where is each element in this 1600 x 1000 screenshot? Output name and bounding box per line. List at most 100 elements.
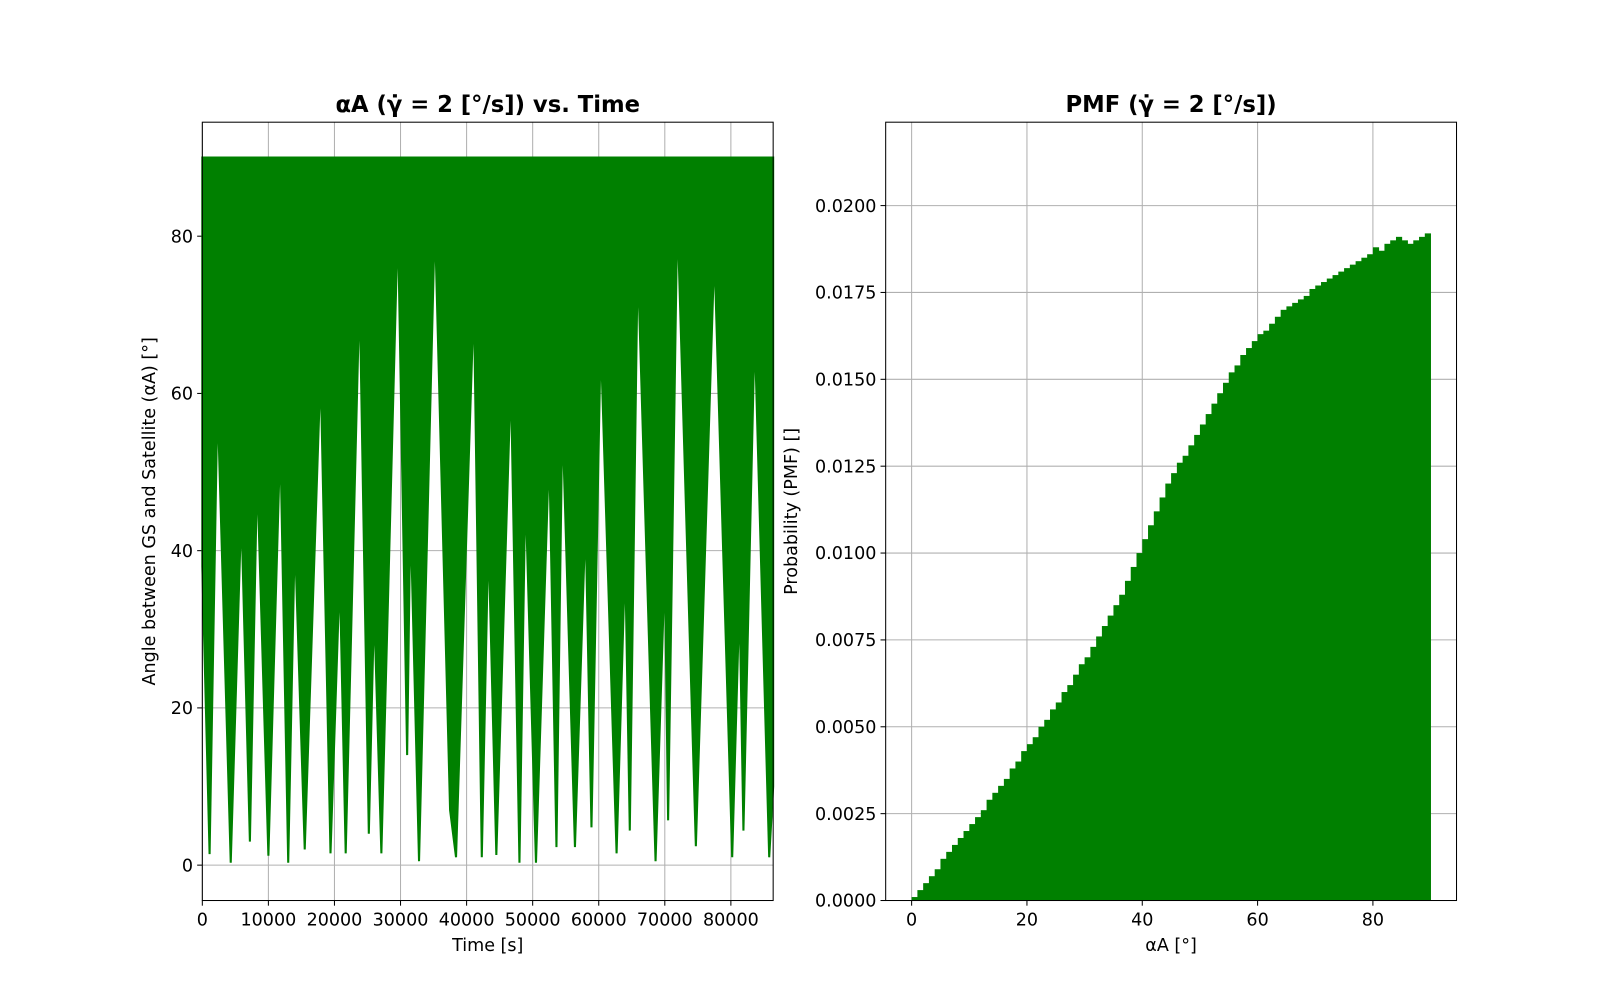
bar <box>1349 264 1357 901</box>
bar <box>1384 243 1391 901</box>
bar <box>1338 271 1345 901</box>
bar <box>923 883 930 901</box>
bar <box>1407 243 1414 901</box>
bar <box>1113 605 1120 901</box>
x-axis-label: αA [°] <box>1145 936 1197 956</box>
bar <box>1021 751 1028 901</box>
bar <box>928 876 936 901</box>
bar <box>1107 615 1114 901</box>
x-tick-label: 10000 <box>241 910 297 930</box>
plot-area <box>201 156 775 863</box>
bar <box>998 785 1005 901</box>
bar <box>1217 393 1224 901</box>
bar <box>1263 330 1270 901</box>
bar <box>1182 455 1189 901</box>
y-tick-label: 0.0075 <box>815 631 876 651</box>
bar <box>1171 473 1178 901</box>
y-tick-label: 0 <box>182 856 193 876</box>
bar <box>1026 744 1034 901</box>
bar <box>1211 403 1218 901</box>
bar <box>1413 240 1420 901</box>
chart-title: PMF (γ̇ = 2 [°/s]) <box>1066 92 1277 118</box>
bar <box>1194 434 1201 901</box>
bar <box>1234 365 1241 901</box>
y-tick-label: 0.0000 <box>815 892 876 912</box>
bar <box>1303 295 1310 901</box>
y-axis-label: Angle between GS and Satellite (αA) [°] <box>140 337 160 685</box>
bar <box>1067 685 1074 901</box>
bar <box>1246 348 1253 901</box>
bar <box>1142 539 1149 901</box>
y-tick-label: 20 <box>171 699 193 719</box>
bar <box>1009 768 1016 901</box>
y-tick-label: 80 <box>171 227 193 247</box>
bar <box>940 858 947 901</box>
bar <box>1084 657 1091 901</box>
x-tick-label: 80000 <box>703 910 759 930</box>
x-tick-label: 80 <box>1362 910 1384 930</box>
bar <box>1326 278 1333 901</box>
bar <box>951 844 959 901</box>
bar <box>1395 236 1403 901</box>
bar <box>1378 250 1385 901</box>
bar <box>1050 709 1057 901</box>
bar <box>1367 254 1374 901</box>
bar <box>1090 646 1097 901</box>
bar <box>1332 275 1339 901</box>
bar <box>1136 553 1143 901</box>
bar <box>1015 761 1022 901</box>
bar <box>963 831 970 901</box>
chart-title: αA (γ̇ = 2 [°/s]) vs. Time <box>335 92 640 118</box>
bar <box>1315 285 1322 901</box>
bar <box>1188 445 1195 901</box>
bar <box>1274 316 1282 901</box>
bar <box>1228 372 1235 901</box>
bar <box>1078 664 1086 901</box>
bar <box>1130 566 1137 901</box>
bar <box>1240 354 1247 901</box>
x-tick-label: 0 <box>906 910 917 930</box>
y-tick-label: 40 <box>171 542 193 562</box>
x-tick-label: 70000 <box>637 910 693 930</box>
x-tick-label: 50000 <box>505 910 561 930</box>
y-tick-label: 0.0050 <box>815 718 876 738</box>
y-axis-label: Probability (PMF) [] <box>782 428 802 595</box>
bar <box>1124 580 1132 901</box>
bar <box>934 869 941 901</box>
x-tick-label: 0 <box>197 910 208 930</box>
signal-area <box>201 156 775 863</box>
bar <box>1055 702 1062 901</box>
bar <box>1003 778 1011 901</box>
bar <box>1153 511 1160 901</box>
bar <box>1159 497 1166 901</box>
bar <box>1321 282 1328 901</box>
bar <box>975 817 982 901</box>
bar <box>1205 414 1212 901</box>
bar <box>1424 233 1431 901</box>
bar <box>1292 302 1299 901</box>
bar <box>1222 382 1230 901</box>
bar <box>1061 692 1068 901</box>
bar <box>1309 288 1316 901</box>
bar <box>980 810 987 901</box>
bar <box>1096 636 1103 901</box>
bar <box>1344 268 1351 901</box>
x-tick-label: 40000 <box>439 910 495 930</box>
axes-frame <box>885 121 1458 902</box>
bar <box>917 890 924 901</box>
axes-frame <box>201 121 774 902</box>
bar <box>957 837 964 901</box>
bar <box>1269 323 1276 901</box>
x-tick-label: 20 <box>1016 910 1038 930</box>
bar <box>1280 309 1287 901</box>
bar <box>1390 240 1397 901</box>
y-tick-label: 0.0200 <box>815 197 876 217</box>
bar <box>1148 525 1155 901</box>
bar <box>1372 247 1380 901</box>
bar <box>1032 737 1039 901</box>
bar <box>1297 299 1305 901</box>
y-tick-label: 0.0125 <box>815 457 876 477</box>
bar <box>969 824 976 901</box>
x-tick-label: 20000 <box>307 910 363 930</box>
y-tick-label: 60 <box>171 385 193 405</box>
